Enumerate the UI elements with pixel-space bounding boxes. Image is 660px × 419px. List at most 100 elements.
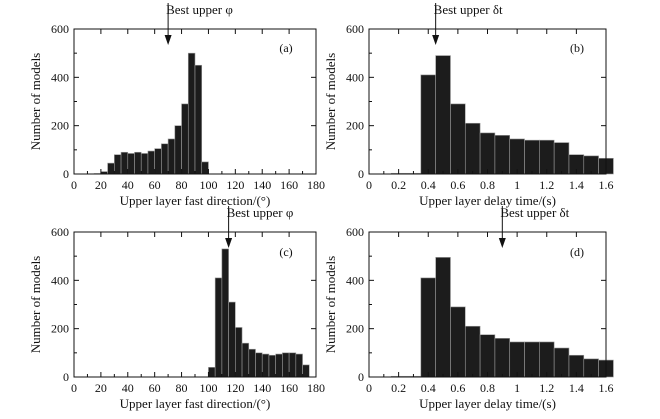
histogram-bar — [147, 150, 155, 175]
x-tick-label: 40 — [122, 178, 134, 192]
histogram-bar — [261, 353, 270, 378]
x-tick-label: 20 — [95, 178, 107, 192]
best-value-arrow-icon — [498, 238, 506, 248]
x-tick-label: 0.2 — [391, 178, 406, 192]
histogram-bar — [181, 103, 189, 175]
histogram-bar — [420, 74, 436, 175]
histogram-bar — [235, 327, 243, 378]
histogram-bar — [509, 341, 525, 378]
histogram-bar — [241, 342, 250, 378]
y-tick-label: 600 — [346, 22, 364, 36]
histogram-bar — [435, 257, 451, 378]
histogram-bar — [248, 348, 256, 378]
histogram-bar — [553, 347, 570, 378]
y-tick-label: 0 — [358, 167, 364, 181]
histogram-bar — [302, 364, 310, 378]
histogram-bar — [435, 55, 451, 175]
histogram-bar — [201, 161, 209, 175]
best-value-arrow-icon — [164, 35, 172, 45]
histogram-bar — [539, 341, 555, 378]
x-tick-label: 0.4 — [421, 178, 436, 192]
histogram-bar — [194, 64, 203, 175]
histogram-bar — [255, 352, 263, 378]
x-tick-label: 140 — [253, 381, 271, 395]
y-tick-label: 400 — [346, 273, 364, 287]
histogram-bar — [161, 143, 169, 175]
y-tick-label: 600 — [346, 225, 364, 239]
y-axis-label: Number of models — [323, 53, 338, 150]
x-tick-label: 0.6 — [450, 178, 465, 192]
histogram-bar — [114, 154, 122, 175]
histogram-bar — [154, 148, 162, 175]
y-tick-label: 0 — [63, 167, 69, 181]
y-tick-label: 400 — [51, 273, 69, 287]
histogram-bar — [282, 352, 290, 378]
x-tick-label: 0 — [71, 381, 77, 395]
y-axis-label: Number of models — [28, 256, 43, 353]
x-tick-label: 1.4 — [569, 178, 584, 192]
x-tick-label: 120 — [226, 178, 244, 192]
x-tick-label: 0.6 — [450, 381, 465, 395]
histogram-bar — [134, 151, 142, 175]
histogram-bar — [127, 153, 135, 175]
x-tick-label: 0.4 — [421, 381, 436, 395]
x-tick-label: 1.2 — [539, 381, 554, 395]
histogram-bar — [464, 325, 481, 378]
x-tick-label: 0.8 — [480, 381, 495, 395]
panel-tag: (c) — [279, 245, 292, 259]
y-tick-label: 400 — [346, 70, 364, 84]
x-tick-label: 80 — [176, 381, 188, 395]
x-tick-label: 1 — [514, 381, 520, 395]
x-tick-label: 0.8 — [480, 178, 495, 192]
histogram-bar — [228, 301, 236, 378]
histogram-bar — [107, 162, 115, 175]
panel-b: 0 0.2 0.4 0.6 0.8 1 1.2 1.4 1.6 0 200 400 600 Upper l… — [323, 2, 614, 208]
x-axis-label: Upper layer fast direction/(°) — [120, 193, 271, 208]
histogram-bar — [275, 353, 283, 378]
best-value-label: Best upper φ — [227, 205, 294, 220]
histogram-bar — [221, 248, 229, 378]
x-axis-label: Upper layer fast direction/(°) — [120, 396, 271, 411]
y-tick-label: 0 — [358, 370, 364, 384]
x-tick-label: 1.2 — [539, 178, 554, 192]
x-tick-label: 100 — [199, 381, 217, 395]
x-tick-label: 60 — [149, 381, 161, 395]
y-tick-label: 600 — [51, 225, 69, 239]
y-axis-label: Number of models — [28, 53, 43, 150]
panel-tag: (b) — [570, 41, 584, 55]
x-tick-label: 100 — [199, 178, 217, 192]
x-tick-label: 1 — [514, 178, 520, 192]
histogram-bar — [509, 138, 525, 175]
histogram-bar — [539, 139, 555, 175]
histogram-bar — [187, 52, 196, 175]
x-tick-label: 180 — [307, 381, 325, 395]
best-value-label: Best upper δt — [434, 2, 503, 17]
histogram-bar — [524, 341, 540, 378]
y-tick-label: 200 — [51, 322, 69, 336]
y-axis-label: Number of models — [323, 256, 338, 353]
histogram-bar — [120, 151, 129, 175]
histogram-bar — [420, 277, 436, 378]
histogram-bar — [174, 125, 182, 175]
x-tick-label: 120 — [226, 381, 244, 395]
y-tick-label: 0 — [63, 370, 69, 384]
histogram-bar — [464, 122, 481, 175]
histogram-bar — [479, 334, 496, 378]
y-tick-label: 200 — [346, 322, 364, 336]
panel-c: 0 20 40 60 80 100 120 140 160 180 0 200 400 600 Upper … — [28, 205, 325, 411]
histogram-bar — [450, 103, 466, 175]
y-tick-label: 200 — [51, 119, 69, 133]
x-tick-label: 180 — [307, 178, 325, 192]
histogram-bar — [450, 306, 466, 378]
y-tick-label: 400 — [51, 70, 69, 84]
x-tick-label: 0 — [366, 381, 372, 395]
x-tick-label: 1.4 — [569, 381, 584, 395]
x-tick-label: 140 — [253, 178, 271, 192]
histogram-bar — [214, 277, 223, 378]
histogram-bar — [494, 135, 511, 175]
x-tick-label: 80 — [176, 178, 188, 192]
histogram-bar — [268, 354, 276, 378]
x-axis-label: Upper layer delay time/(s) — [419, 396, 556, 411]
x-tick-label: 1.6 — [599, 381, 614, 395]
